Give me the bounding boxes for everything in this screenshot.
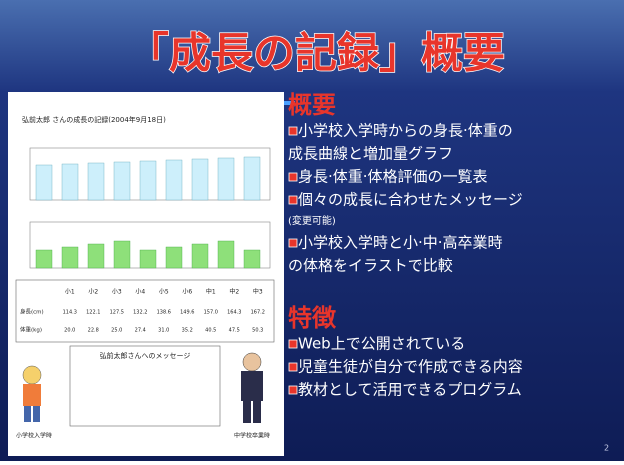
chart-bar: [62, 164, 78, 200]
table-cell: 20.0: [64, 328, 75, 334]
table-cell: 50.3: [252, 328, 263, 334]
chart-bar: [88, 244, 104, 268]
bullet-text: の体格をイラストで比較: [288, 257, 453, 275]
page-number: 2: [604, 444, 609, 453]
chart-bar: [140, 250, 156, 268]
chart-bar: [62, 247, 78, 268]
figure-label: 小学校入学時: [16, 432, 52, 440]
table-cell: 47.5: [229, 328, 240, 334]
chart-bar: [244, 157, 260, 200]
chart-bar: [166, 247, 182, 268]
bullet-text: 教材として活用できるプログラム: [298, 381, 522, 399]
table-row-label: 体重(kg): [20, 326, 42, 334]
section-heading: 特徴: [288, 304, 337, 332]
bullet: [289, 127, 297, 135]
chart-bar: [36, 165, 52, 200]
table-cell: 127.5: [110, 310, 124, 316]
table-cell: 114.3: [63, 310, 77, 316]
table-cell: 25.0: [111, 328, 122, 334]
bullet-text: Web上で公開されている: [298, 335, 465, 353]
thumbnail-page: [8, 92, 284, 456]
bullet-note: (変更可能): [288, 214, 336, 227]
table-cell: 132.2: [133, 310, 147, 316]
table-header: 小4: [135, 288, 145, 296]
table-header: 中3: [253, 288, 263, 296]
table-header: 中2: [229, 288, 239, 296]
message-title: 弘前太郎さんへのメッセージ: [100, 351, 191, 360]
bullet-text: 小学校入学時と小·中·高卒業時: [298, 234, 503, 252]
table-cell: 167.2: [251, 310, 265, 316]
table-cell: 149.6: [180, 310, 194, 316]
chart-bar: [192, 244, 208, 268]
bullet: [289, 196, 297, 204]
chart-bar: [166, 160, 182, 200]
table-cell: 40.5: [205, 328, 216, 334]
figure-label: 中学校卒業時: [234, 432, 270, 440]
chart-bar: [140, 161, 156, 200]
chart-bar: [36, 250, 52, 268]
table-row-label: 身長(cm): [20, 308, 44, 316]
bullet-text: 小学校入学時からの身長·体重の: [298, 122, 513, 140]
bullet-text: 身長·体重·体格評価の一覧表: [298, 168, 488, 186]
bullet-text: 成長曲線と増加量グラフ: [288, 145, 453, 163]
table-cell: 22.8: [88, 328, 99, 334]
bullet: [289, 173, 297, 181]
chart-bar: [88, 163, 104, 200]
table-header: 小1: [65, 288, 75, 296]
chart-bar: [244, 250, 260, 268]
chart-bar: [114, 241, 130, 268]
chart-bar: [192, 159, 208, 200]
table-cell: 122.1: [86, 310, 100, 316]
table-cell: 164.3: [227, 310, 241, 316]
chart-bar: [218, 158, 234, 200]
bullet: [289, 363, 297, 371]
table-cell: 157.0: [204, 310, 218, 316]
table-header: 小6: [182, 288, 192, 296]
table-header: 小5: [159, 288, 169, 296]
section-heading: 概要: [288, 91, 336, 119]
table-cell: 31.0: [158, 328, 169, 334]
slide: 「成長の記録」概要 弘前太郎 さんの成長の記録(2004年9月18日) 弘前太郎…: [0, 0, 624, 461]
table-cell: 27.4: [135, 328, 146, 334]
bullet-text: 個々の成長に合わせたメッセージ: [298, 191, 523, 209]
bullet: [289, 239, 297, 247]
chart-bar: [114, 162, 130, 200]
bullet: [289, 386, 297, 394]
table-cell: 138.6: [157, 310, 171, 316]
bullet-text: 児童生徒が自分で作成できる内容: [298, 358, 523, 376]
table-header: 小3: [112, 288, 122, 296]
bullet: [289, 340, 297, 348]
table-header: 小2: [88, 288, 98, 296]
doc-title: 弘前太郎 さんの成長の記録(2004年9月18日): [22, 115, 166, 124]
document-thumbnail: 弘前太郎 さんの成長の記録(2004年9月18日) 弘前太郎さんへのメッセージ …: [8, 92, 284, 456]
slide-title: 「成長の記録」概要: [127, 29, 505, 78]
table-cell: 35.2: [182, 328, 193, 334]
table-header: 中1: [206, 288, 216, 296]
chart-bar: [218, 241, 234, 268]
